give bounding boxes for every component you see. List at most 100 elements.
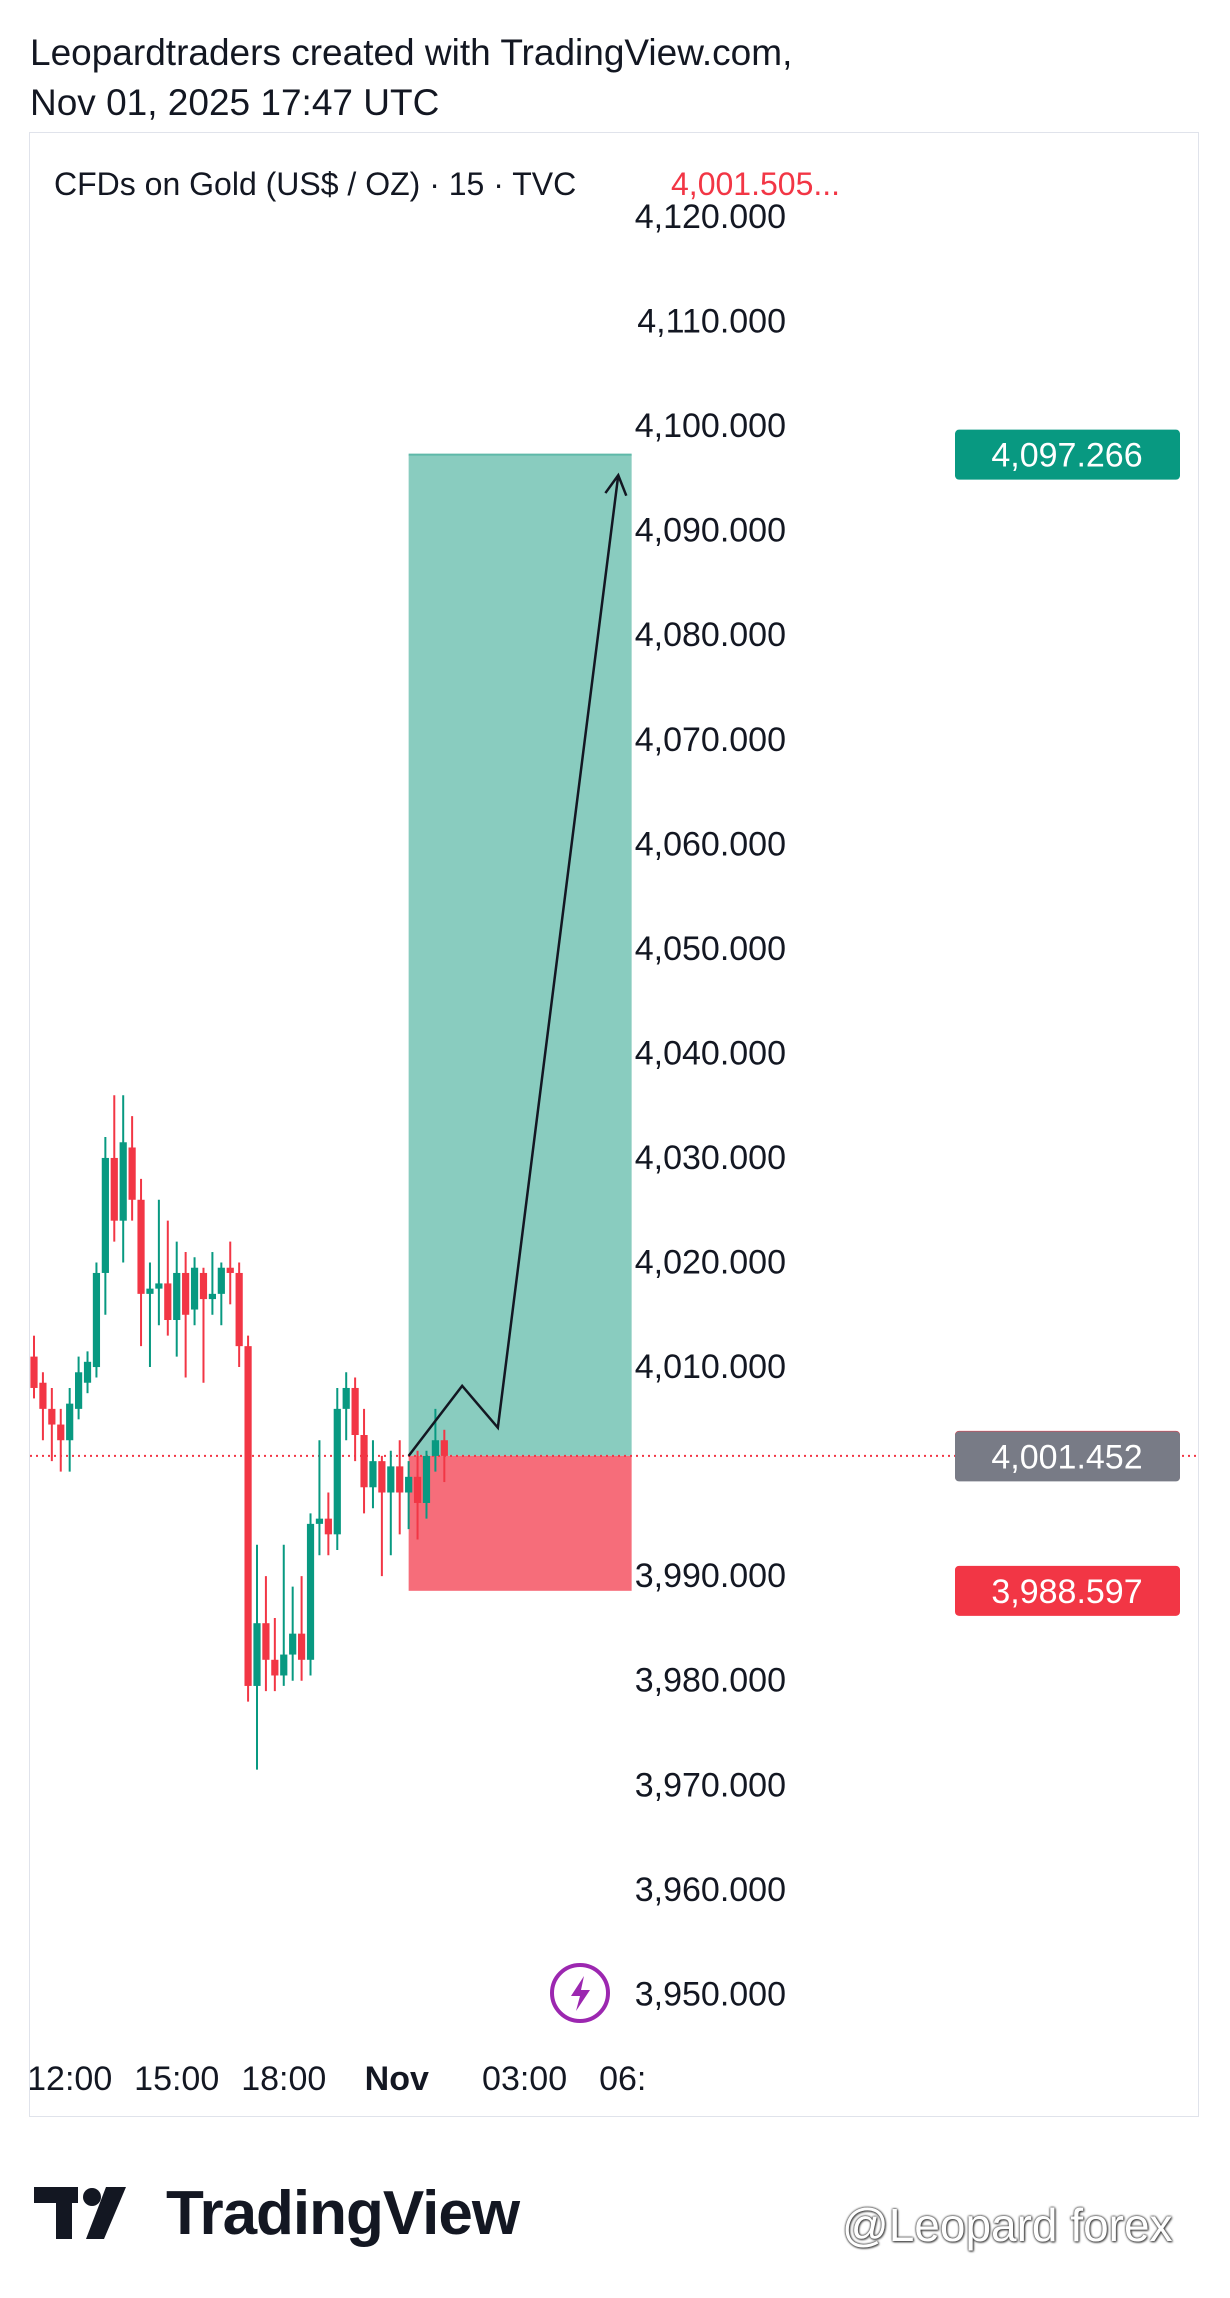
- x-tick-label: 12:00: [30, 2060, 112, 2098]
- candle-body: [75, 1372, 83, 1409]
- projection-arrowhead: [604, 472, 628, 497]
- candle-body: [360, 1435, 368, 1488]
- candle-body: [351, 1387, 359, 1436]
- candle-body: [306, 1523, 315, 1660]
- candle: [30, 1335, 38, 1399]
- tradingview-logo-icon: [34, 2187, 126, 2239]
- projection-line[interactable]: [407, 475, 620, 1457]
- candle: [164, 1220, 172, 1336]
- candle: [199, 1267, 208, 1383]
- candle-body: [110, 1157, 118, 1221]
- candle: [360, 1408, 368, 1514]
- candle: [396, 1440, 404, 1535]
- stop-zone[interactable]: [408, 1455, 632, 1591]
- candle-body: [173, 1272, 181, 1321]
- candle-body: [262, 1623, 270, 1660]
- price-label-text: 4,001.452: [991, 1438, 1142, 1476]
- y-tick-label: 4,050.000: [635, 930, 786, 968]
- candle: [405, 1461, 413, 1530]
- candle: [333, 1387, 341, 1551]
- candle-body: [182, 1272, 190, 1315]
- candle-body: [226, 1267, 234, 1273]
- candle-body: [396, 1466, 404, 1493]
- candle: [155, 1199, 163, 1326]
- y-tick-label: 4,030.000: [635, 1139, 786, 1177]
- candle-body: [208, 1293, 216, 1300]
- candle: [289, 1586, 297, 1681]
- x-tick-label: 18:00: [241, 2060, 326, 2098]
- candle-body: [333, 1408, 341, 1535]
- candle: [39, 1372, 47, 1441]
- candle: [75, 1356, 83, 1420]
- candle-body: [387, 1466, 395, 1493]
- candles: [30, 1095, 448, 1770]
- long-position-tool[interactable]: [30, 453, 1198, 1591]
- candle: [226, 1241, 234, 1305]
- price-label: 3,988.597: [955, 1565, 1180, 1616]
- y-tick-label: 4,040.000: [635, 1034, 786, 1072]
- candle: [387, 1450, 395, 1556]
- candle-body: [289, 1633, 297, 1655]
- candle-body: [164, 1283, 172, 1321]
- x-tick-label: 06:: [599, 2060, 646, 2098]
- candle-body: [57, 1424, 65, 1441]
- candle: [101, 1137, 109, 1315]
- candle: [369, 1440, 377, 1509]
- target-zone[interactable]: [408, 454, 632, 1456]
- candle: [146, 1262, 154, 1368]
- candle: [315, 1440, 324, 1556]
- y-tick-label: 4,060.000: [635, 825, 786, 863]
- candle: [306, 1513, 315, 1676]
- price-label-text: 3,988.597: [991, 1573, 1142, 1611]
- candle-body: [378, 1461, 386, 1493]
- candle-body: [253, 1623, 261, 1686]
- y-tick-label: 3,990.000: [635, 1557, 786, 1595]
- candle-body: [422, 1455, 431, 1503]
- candle: [351, 1377, 359, 1462]
- candle-body: [83, 1361, 92, 1383]
- x-tick-label: 15:00: [134, 2060, 219, 2098]
- y-tick-label: 4,080.000: [635, 616, 786, 654]
- candle: [324, 1492, 332, 1556]
- candle: [253, 1544, 261, 1770]
- candle: [422, 1450, 431, 1519]
- candle: [235, 1262, 243, 1368]
- candle: [342, 1372, 350, 1441]
- price-axis[interactable]: 4,120.000 4,110.000 4,100.000 4,090.000 4,08…: [635, 198, 786, 2013]
- candle-body: [298, 1633, 306, 1660]
- candle-body: [48, 1408, 56, 1425]
- candle: [217, 1262, 225, 1326]
- y-tick-label: 4,010.000: [635, 1348, 786, 1386]
- candle: [128, 1116, 136, 1221]
- projection-path[interactable]: [407, 472, 628, 1457]
- candle: [182, 1252, 190, 1378]
- candle-body: [66, 1403, 74, 1441]
- tradingview-logo: TradingView: [34, 2178, 520, 2248]
- candle-body: [128, 1147, 136, 1200]
- candle: [48, 1387, 56, 1462]
- time-axis[interactable]: 12:00 15:00 18:00 Nov 03:00 06:: [30, 2060, 646, 2098]
- candle-body: [431, 1440, 439, 1456]
- y-tick-label: 4,100.000: [635, 407, 786, 445]
- candle: [119, 1095, 127, 1263]
- candle-body: [119, 1142, 127, 1221]
- candle: [440, 1429, 448, 1483]
- candle: [244, 1335, 252, 1702]
- price-label-bg: [955, 1431, 1180, 1482]
- chart-frame[interactable]: CFDs on Gold (US$ / OZ) · 15 · TVC 4,001…: [29, 132, 1199, 2117]
- candle-body: [199, 1272, 208, 1300]
- chart-svg[interactable]: CFDs on Gold (US$ / OZ) · 15 · TVC 4,001…: [30, 133, 1198, 2116]
- candle-body: [280, 1654, 288, 1676]
- candle: [298, 1576, 306, 1681]
- author-watermark: @Leopard forex: [842, 2199, 1173, 2251]
- candle-body: [92, 1272, 101, 1368]
- y-tick-label: 4,090.000: [635, 512, 786, 550]
- candle-body: [39, 1382, 47, 1409]
- header-author: Leopardtraders created with TradingView.…: [30, 32, 793, 73]
- candle-body: [324, 1518, 332, 1535]
- y-tick-label: 3,970.000: [635, 1766, 786, 1804]
- candle-body: [244, 1346, 252, 1686]
- flash-icon[interactable]: [550, 1963, 610, 2023]
- price-label: 4,001.452: [955, 1431, 1180, 1482]
- candle: [280, 1544, 288, 1686]
